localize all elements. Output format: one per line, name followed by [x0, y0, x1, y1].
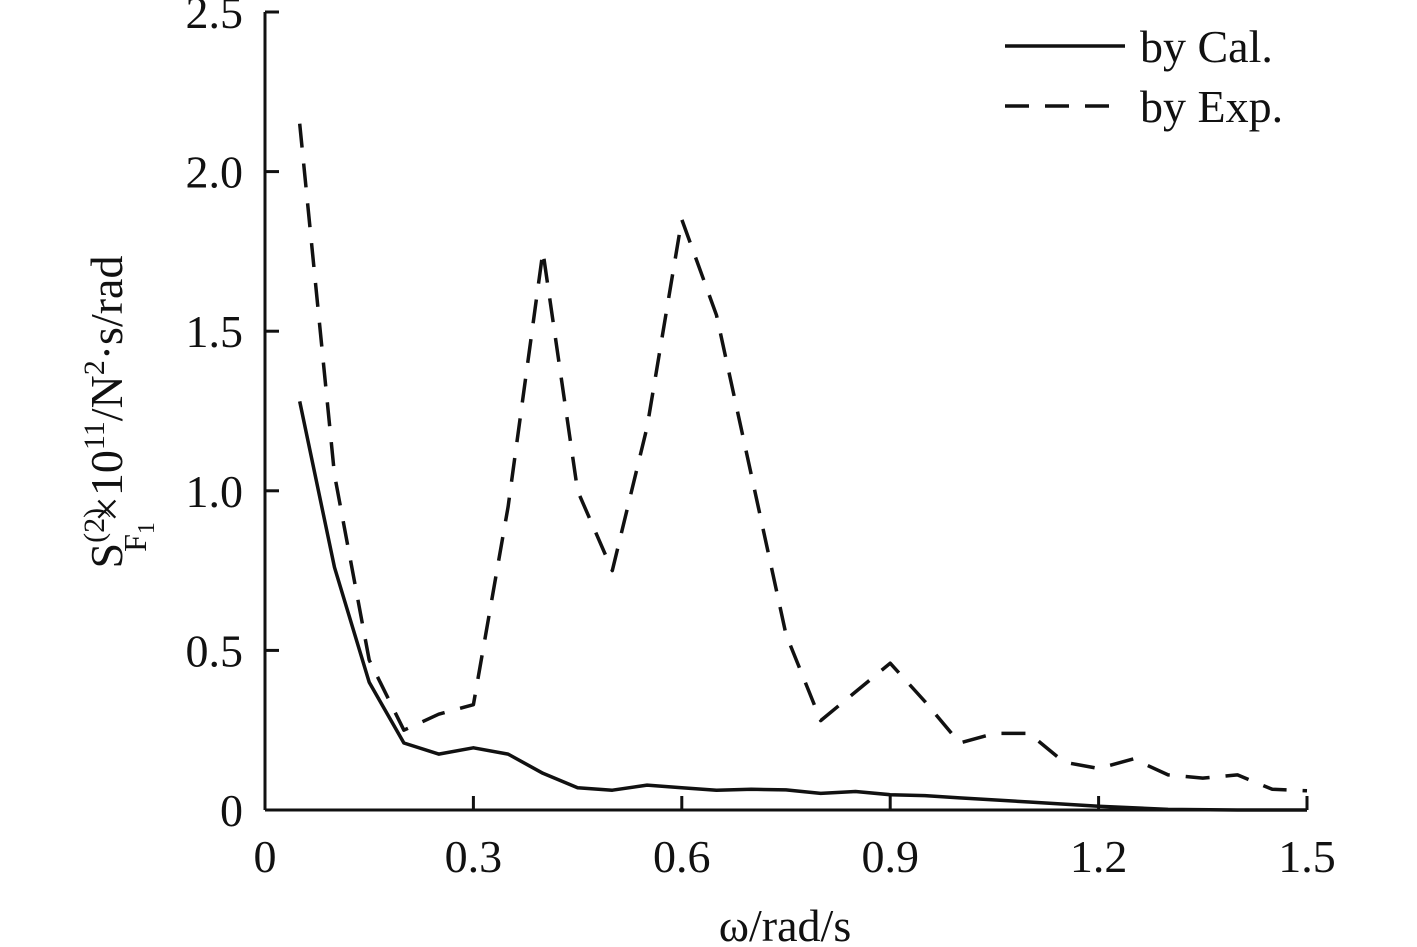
x-tick-label: 1.5 [1278, 831, 1336, 882]
y-tick-label: 0 [220, 785, 243, 836]
legend-label: by Exp. [1140, 81, 1283, 132]
series-layer [297, 123, 1308, 812]
y-axis-title: S(2)F1×1011/N2·s/rad [78, 256, 160, 569]
x-tick-label: 0.6 [653, 831, 711, 882]
x-tick-label: 1.2 [1070, 831, 1128, 882]
legend: by Cal. by Exp. [1005, 21, 1283, 132]
x-axis-title: ω/rad/s [719, 900, 851, 947]
legend-label: by Cal. [1140, 21, 1273, 72]
y-tick-label: 2.0 [186, 147, 244, 198]
y-tick-label: 1.5 [186, 306, 244, 357]
series-line-by-exp [297, 123, 1308, 793]
axes: 0 0.3 0.6 0.9 1.2 1.5 0 0.5 1.0 1.5 2.0 2.5 [186, 0, 1336, 882]
x-tick-label: 0.3 [445, 831, 503, 882]
x-tick-label: 0.9 [861, 831, 919, 882]
y-tick-label: 2.5 [186, 0, 244, 38]
series-line-by-cal [297, 401, 1307, 812]
y-tick-label: 0.5 [186, 625, 244, 676]
y-tick-label: 1.0 [186, 466, 244, 517]
x-tick-label: 0 [254, 831, 277, 882]
